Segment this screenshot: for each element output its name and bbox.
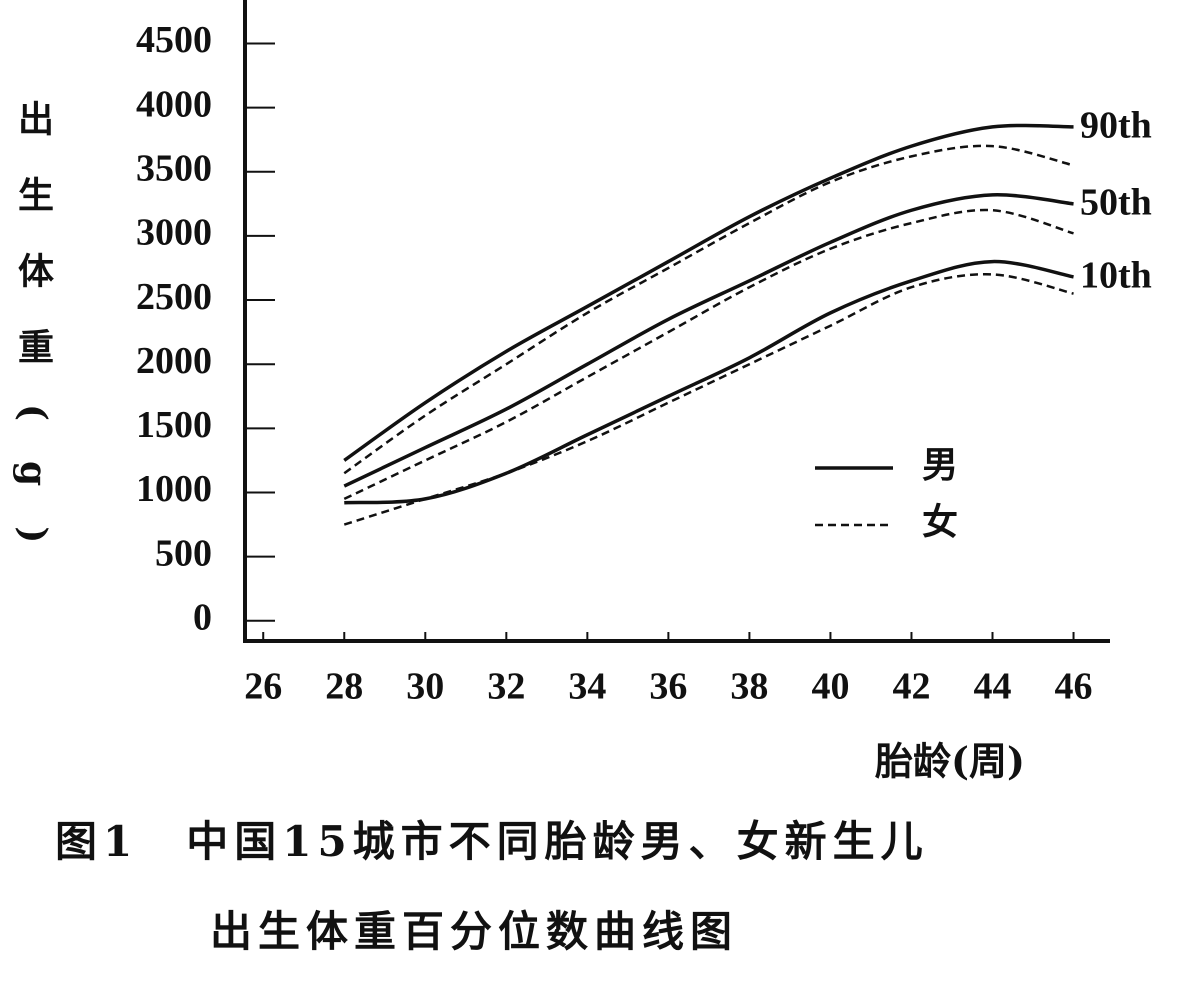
chart-title: 图1 中国15城市不同胎龄男、女新生儿 — [55, 817, 929, 866]
x-axis-label: 胎龄(周) — [875, 739, 1025, 784]
y-tick-label: 3000 — [136, 212, 212, 254]
x-tick-label: 28 — [325, 666, 363, 708]
female-line — [343, 208, 1074, 501]
x-tick-label: 36 — [649, 666, 687, 708]
x-tick-label: 44 — [974, 666, 1012, 708]
y-tick-label: 0 — [193, 596, 212, 638]
legend-label: 女 — [922, 501, 958, 543]
y-tick-label: 500 — [155, 532, 212, 574]
percentile-label: 50th — [1080, 182, 1152, 224]
y-tick-label: 2000 — [136, 340, 212, 382]
x-tick-label: 38 — [730, 666, 768, 708]
x-tick-label: 30 — [406, 666, 444, 708]
y-tick-label: 4500 — [136, 19, 212, 61]
male-line — [343, 193, 1074, 488]
chart-title: 出生体重百分位数曲线图 — [210, 907, 738, 956]
y-tick-label: 4000 — [136, 83, 212, 125]
male-line — [344, 259, 1074, 505]
x-tick-label: 34 — [568, 666, 606, 708]
y-axis-label: 出生体重(g) — [12, 100, 54, 584]
y-tick-label: 1500 — [136, 404, 212, 446]
x-tick-label: 32 — [487, 666, 525, 708]
percentile-label: 10th — [1080, 255, 1152, 297]
male-line — [343, 123, 1074, 462]
y-tick-label: 1000 — [136, 468, 212, 510]
x-tick-label: 46 — [1055, 666, 1093, 708]
legend-label: 男 — [922, 444, 958, 486]
y-tick-label: 2500 — [136, 276, 212, 318]
x-tick-label: 42 — [892, 666, 930, 708]
x-tick-label: 40 — [811, 666, 849, 708]
y-tick-label: 3500 — [136, 147, 212, 189]
x-tick-label: 26 — [244, 666, 282, 708]
female-line — [343, 144, 1074, 475]
percentile-label: 90th — [1080, 105, 1152, 147]
female-line — [343, 273, 1074, 526]
